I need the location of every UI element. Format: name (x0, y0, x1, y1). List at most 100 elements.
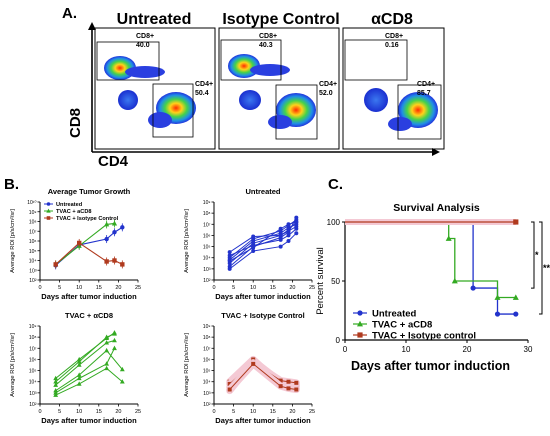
population-cloud (364, 88, 388, 112)
data-point (53, 388, 59, 393)
y-tick-label: 100 (327, 218, 341, 227)
y-tick-label: 10⁶ (29, 239, 37, 245)
data-point (445, 235, 452, 241)
data-point (278, 233, 283, 238)
cd4-gate-value: 52.0 (319, 90, 333, 97)
data-point (357, 320, 363, 327)
x-tick-label: 25 (135, 409, 141, 415)
x-tick-label: 10 (402, 345, 411, 354)
data-point (278, 378, 283, 383)
series-line (55, 367, 123, 396)
y-tick-label: 10⁷ (29, 229, 37, 235)
data-point (76, 372, 82, 377)
data-point (120, 262, 125, 267)
x-axis-label: Days after tumor induction (41, 416, 137, 425)
x-tick-label: 0 (38, 409, 41, 415)
y-tick-label: 10⁸ (203, 211, 211, 217)
data-point (278, 244, 283, 249)
data-point (278, 237, 283, 242)
flow-x-axis-label: CD4 (98, 153, 129, 170)
cd8-gate-value: 40.3 (259, 42, 273, 49)
y-axis-label: Percent survival (315, 247, 326, 315)
x-axis-label: Days after tumor induction (215, 292, 311, 301)
significance-label: ** (543, 263, 550, 273)
y-tick-label: 10⁹ (29, 324, 37, 330)
y-tick-label: 10⁵ (29, 249, 37, 255)
y-axis-label: Average ROI [p/s/cm²/sr] (184, 333, 190, 397)
data-point (227, 253, 232, 258)
data-point (53, 390, 59, 395)
data-point (112, 330, 117, 335)
cd4-gate-label: CD4+ (319, 81, 337, 88)
legend-label: Untreated (372, 309, 417, 320)
population-cloud (125, 66, 165, 78)
y-tick-label: 10⁷ (29, 346, 37, 352)
data-point (53, 375, 59, 381)
flow-plot-frame (342, 27, 445, 150)
cd8-gate (96, 41, 160, 81)
y-tick-label: 10² (203, 402, 211, 408)
series-line (55, 332, 115, 379)
x-axis-label: Days after tumor induction (215, 416, 311, 425)
data-point (53, 392, 59, 397)
series-line (55, 348, 115, 394)
series-line (229, 226, 297, 253)
flow-title-acd8: αCD8 (371, 11, 413, 28)
x-tick-label: 25 (309, 285, 315, 291)
y-tick-label: 10⁷ (203, 222, 211, 228)
panel-label-c: C. (328, 176, 343, 193)
chart-title: Average Tumor Growth (48, 187, 131, 196)
data-point (286, 386, 291, 391)
cd4-gate (152, 83, 194, 138)
cd8-gate-value: 40.0 (136, 42, 150, 49)
flow-plot-frame (94, 27, 216, 150)
growth-chart-1: Average Tumor Growth 10² 10³ 10⁴ 10⁵ 10⁶ 10⁷ 10… (10, 187, 141, 301)
legend-label: TVAC + aCD8 (372, 320, 432, 331)
x-axis-label: Days after tumor induction (41, 292, 137, 301)
data-point (76, 359, 82, 364)
data-point (251, 245, 256, 250)
x-tick-label: 15 (270, 409, 276, 415)
data-point (104, 221, 110, 227)
y-axis-label: Average ROI [p/s/cm²/sr] (10, 333, 16, 397)
x-tick-label: 20 (289, 285, 295, 291)
data-point (104, 347, 110, 353)
y-tick-label: 0 (336, 336, 341, 345)
cd8-gate-label: CD8+ (385, 33, 403, 40)
population-cloud (250, 64, 290, 76)
x-tick-label: 25 (135, 285, 141, 291)
y-tick-label: 10⁹ (203, 324, 211, 330)
growth-chart-4: TVAC + Isotype Control 10² 10³ 10⁴ 10⁵ 10⁶ 10⁷… (184, 311, 315, 425)
x-tick-label: 0 (212, 285, 215, 291)
data-point (227, 266, 232, 271)
x-tick-label: 5 (232, 285, 235, 291)
panel-label-b: B. (4, 176, 19, 193)
flow-plot-untreated: CD8+ 40.0 CD4+ 50.4 (94, 27, 216, 150)
population-cloud (239, 90, 261, 110)
y-tick-label: 10² (29, 278, 37, 284)
data-point (46, 216, 51, 220)
data-point (513, 219, 519, 225)
x-tick-label: 20 (289, 409, 295, 415)
data-point (294, 231, 299, 236)
y-tick-label: 10¹⁰ (27, 200, 36, 206)
significance-bracket (539, 221, 543, 315)
x-tick-label: 30 (524, 345, 533, 354)
flow-title-isotype: Isotype Control (222, 11, 339, 28)
data-point (286, 222, 291, 227)
x-tick-label: 0 (343, 345, 348, 354)
flow-plot-isotype: CD8+ 40.3 CD4+ 52.0 (218, 27, 340, 150)
data-point (111, 220, 118, 226)
cd8-gate-value: 0.16 (385, 42, 399, 49)
y-tick-label: 10² (203, 278, 211, 284)
data-point (251, 361, 256, 366)
x-tick-label: 25 (309, 409, 315, 415)
panel-label-a: A. (62, 5, 77, 22)
cd4-gate (275, 84, 318, 140)
cd8-gate (344, 39, 408, 81)
data-point (227, 387, 232, 392)
population-cloud (388, 117, 412, 131)
chart-title: Untreated (245, 187, 280, 196)
significance-bracket (531, 221, 535, 289)
